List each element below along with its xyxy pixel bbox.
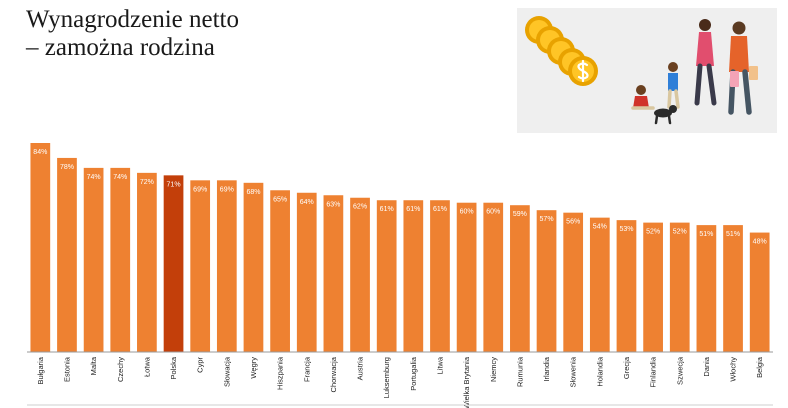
bar-24 bbox=[669, 222, 690, 352]
bar-2 bbox=[83, 167, 104, 352]
data-label-5: 71% bbox=[167, 181, 181, 188]
data-label-10: 64% bbox=[300, 199, 314, 206]
category-label-26: Włochy bbox=[729, 357, 738, 382]
category-label-1: Estonia bbox=[62, 356, 71, 382]
data-label-15: 61% bbox=[433, 206, 447, 213]
data-label-1: 78% bbox=[60, 164, 74, 171]
dollar-coin-icon bbox=[568, 56, 598, 86]
chart-title-line-1: Wynagrodzenie netto bbox=[26, 6, 239, 33]
data-label-8: 68% bbox=[246, 189, 260, 196]
data-label-22: 53% bbox=[619, 226, 633, 233]
illustration-art bbox=[525, 16, 758, 125]
bar-5 bbox=[163, 175, 184, 352]
bar-6 bbox=[190, 180, 211, 352]
data-labels-layer: 84% 78% 74% 74% 72% 71% 69% 69% 68% 65% 64% 63% 62% 6… bbox=[33, 149, 766, 246]
chart-title-line-2: – zamożna rodzina bbox=[26, 34, 215, 61]
bar-11 bbox=[323, 195, 344, 352]
data-label-17: 60% bbox=[486, 209, 500, 216]
data-label-13: 61% bbox=[380, 206, 394, 213]
bar-12 bbox=[350, 197, 370, 352]
data-label-16: 60% bbox=[460, 209, 474, 216]
data-label-3: 74% bbox=[113, 174, 127, 181]
category-label-20: Słowenia bbox=[569, 356, 578, 387]
category-label-10: Francja bbox=[302, 356, 311, 382]
bar-16 bbox=[456, 202, 477, 352]
category-label-24: Szwecja bbox=[675, 356, 684, 385]
category-label-27: Belgia bbox=[755, 356, 764, 378]
bar-20 bbox=[563, 212, 584, 352]
category-label-17: Niemcy bbox=[489, 357, 498, 382]
bar-21 bbox=[589, 217, 610, 352]
data-label-11: 63% bbox=[326, 201, 340, 208]
data-label-2: 74% bbox=[87, 174, 101, 181]
bar-25 bbox=[696, 225, 717, 352]
category-label-9: Hiszpania bbox=[276, 356, 285, 390]
data-label-18: 59% bbox=[513, 211, 527, 218]
bar-10 bbox=[296, 192, 317, 352]
category-label-22: Grecja bbox=[622, 356, 631, 379]
category-label-23: Finlandia bbox=[649, 356, 658, 387]
shopping-bag-icon bbox=[730, 66, 758, 87]
data-label-24: 52% bbox=[673, 229, 687, 236]
category-label-13: Luksemburg bbox=[382, 357, 391, 398]
data-label-12: 62% bbox=[353, 204, 367, 211]
data-label-0: 84% bbox=[33, 149, 47, 156]
bar-7 bbox=[216, 180, 237, 352]
category-label-0: Bułgaria bbox=[36, 356, 45, 384]
data-label-21: 54% bbox=[593, 224, 607, 231]
data-label-7: 69% bbox=[220, 186, 234, 193]
dog-icon bbox=[654, 105, 677, 125]
bar-0 bbox=[30, 143, 51, 352]
bar-4 bbox=[137, 172, 157, 352]
category-label-4: Łotwa bbox=[142, 356, 151, 377]
data-label-20: 56% bbox=[566, 219, 580, 226]
data-label-26: 51% bbox=[726, 231, 740, 238]
bar-9 bbox=[270, 190, 290, 352]
bar-18 bbox=[510, 205, 530, 352]
chart-title: Wynagrodzenie netto – zamożna rodzina bbox=[26, 6, 239, 62]
bar-17 bbox=[483, 202, 504, 352]
category-label-7: Słowacja bbox=[222, 356, 231, 387]
family-icon bbox=[631, 19, 752, 115]
category-label-19: Irlandia bbox=[542, 356, 551, 381]
data-label-14: 61% bbox=[406, 206, 420, 213]
bar-22 bbox=[616, 220, 637, 352]
bar-3 bbox=[110, 167, 131, 352]
bar-1 bbox=[57, 157, 77, 352]
category-label-12: Austria bbox=[356, 356, 365, 380]
family-money-illustration bbox=[517, 8, 777, 133]
category-label-3: Czechy bbox=[116, 357, 125, 382]
data-label-27: 48% bbox=[753, 239, 767, 246]
coins-stack-icon bbox=[525, 16, 586, 76]
bar-19 bbox=[536, 210, 557, 352]
category-label-21: Holandia bbox=[595, 356, 604, 386]
bar-23 bbox=[643, 222, 663, 352]
category-label-11: Chorwacja bbox=[329, 356, 338, 392]
data-label-4: 72% bbox=[140, 179, 154, 186]
category-label-6: Cypr bbox=[196, 357, 205, 373]
data-label-25: 51% bbox=[699, 231, 713, 238]
bar-14 bbox=[403, 200, 424, 352]
bar-27 bbox=[749, 232, 770, 352]
bar-13 bbox=[376, 200, 397, 352]
data-label-23: 52% bbox=[646, 229, 660, 236]
bar-8 bbox=[243, 182, 264, 352]
data-label-6: 69% bbox=[193, 186, 207, 193]
data-label-9: 65% bbox=[273, 196, 287, 203]
category-label-2: Malta bbox=[89, 356, 98, 375]
bar-15 bbox=[430, 200, 450, 352]
bar-26 bbox=[723, 225, 743, 352]
bars-layer bbox=[30, 143, 770, 352]
category-label-5: Polska bbox=[169, 356, 178, 379]
category-label-25: Dania bbox=[702, 356, 711, 376]
category-label-16: Wielka Brytania bbox=[462, 356, 471, 408]
category-label-14: Portugalia bbox=[409, 356, 418, 391]
category-label-18: Rumunia bbox=[515, 356, 524, 387]
category-label-15: Litwa bbox=[435, 356, 444, 374]
category-axis-labels: Bułgaria Estonia Malta Czechy Łotwa Polska Cyp… bbox=[36, 356, 764, 408]
category-label-8: Węgry bbox=[249, 357, 258, 379]
data-label-19: 57% bbox=[540, 216, 554, 223]
